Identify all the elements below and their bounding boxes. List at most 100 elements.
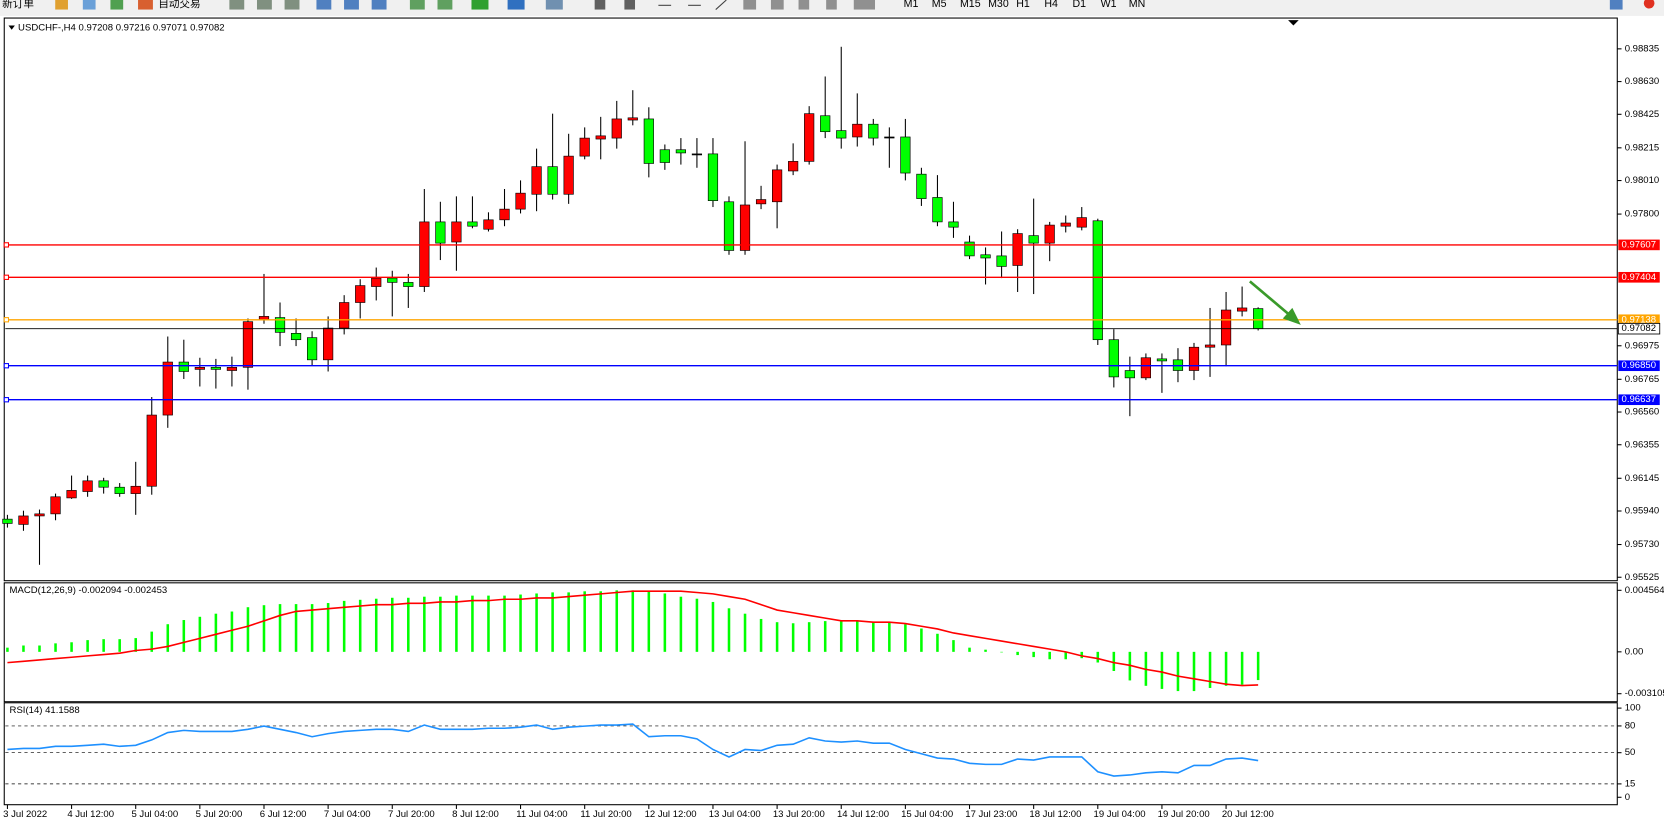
macd-bar [872, 622, 875, 652]
candle-body [18, 515, 29, 525]
x-tick-label: 13 Jul 04:00 [709, 809, 761, 820]
candle-body [1253, 308, 1264, 330]
level-label: 0.97404 [1622, 272, 1657, 283]
macd-bar [342, 600, 346, 652]
macd-bar [952, 640, 955, 652]
timeframe-button[interactable]: M30 [988, 0, 1009, 10]
macd-bar [551, 592, 554, 652]
timeframe-button[interactable]: M5 [932, 0, 947, 10]
icon[interactable] [256, 0, 272, 10]
candle-body [1237, 307, 1248, 312]
macd-bar [423, 596, 426, 652]
timeframe-button[interactable]: H4 [1044, 0, 1058, 10]
candle-body [804, 113, 815, 162]
alert-icon[interactable] [1643, 0, 1655, 9]
icon[interactable] [624, 0, 636, 10]
y-tick-label: 0.96765 [1625, 374, 1660, 385]
timeframe-button[interactable]: H1 [1016, 0, 1030, 10]
candle-body [563, 155, 574, 195]
chart-shift-marker[interactable] [1288, 20, 1299, 26]
icon[interactable] [110, 0, 124, 10]
icon[interactable] [229, 0, 245, 10]
macd-title: MACD(12,26,9) [10, 585, 76, 596]
candle-body [1156, 358, 1168, 362]
macd-bar [198, 616, 202, 652]
icon[interactable] [594, 0, 606, 10]
candle-body [627, 117, 638, 121]
macd-bar [214, 613, 218, 652]
icon[interactable] [545, 0, 563, 10]
macd-bar [1192, 651, 1196, 692]
candle-body [515, 192, 526, 210]
y-tick-label: 80 [1625, 720, 1636, 731]
candle-body [900, 136, 911, 174]
icon[interactable] [853, 0, 876, 10]
candle-body [1092, 220, 1103, 341]
macd-bar [166, 624, 170, 652]
candle-body [1012, 233, 1023, 266]
icon[interactable] [371, 0, 387, 10]
candle-body [226, 367, 238, 371]
y-tick-label: 0.98010 [1625, 175, 1660, 186]
candle-body [595, 135, 606, 140]
annotation-arrowhead[interactable] [1282, 307, 1301, 325]
icon[interactable] [82, 0, 96, 10]
timeframe-button[interactable]: W1 [1101, 0, 1117, 10]
last-high: 0.97216 [116, 22, 151, 33]
timeframe-bar: M1 M5 M15 M30 H1 H4 D1 W1 MN [904, 0, 1146, 10]
timeframe-button[interactable]: M15 [960, 0, 981, 10]
icon[interactable] [284, 0, 300, 10]
candle-body [210, 367, 221, 370]
macd-bar [358, 599, 362, 652]
icon[interactable] [743, 0, 757, 10]
candle-body [50, 496, 61, 515]
icon[interactable] [826, 0, 837, 10]
x-tick-label: 12 Jul 12:00 [645, 809, 697, 820]
candle-body [755, 199, 767, 205]
macd-bar [615, 590, 619, 652]
candle-body [387, 277, 398, 283]
macd-bar [262, 605, 266, 652]
icon[interactable] [409, 0, 425, 10]
icon[interactable] [770, 0, 784, 10]
auto-trading-button[interactable]: 自动交易 [158, 0, 200, 10]
timeframe-button[interactable]: MN [1129, 0, 1146, 10]
macd-bar [390, 597, 394, 652]
candle-body [1044, 224, 1055, 244]
timeframe-button[interactable]: D1 [1073, 0, 1087, 10]
icon[interactable] [471, 0, 489, 10]
macd-bar [775, 622, 779, 652]
macd-bar [791, 623, 795, 652]
level-handle [3, 274, 10, 280]
candle-body [1188, 346, 1200, 371]
macd-bar [1240, 651, 1244, 685]
level-label: 0.96850 [1622, 360, 1657, 371]
icon[interactable] [715, 0, 727, 10]
candle-body [274, 317, 286, 333]
macd-bar [888, 622, 891, 652]
macd-bar [278, 604, 282, 652]
candle-body [290, 333, 302, 341]
rsi-title: RSI(14) [10, 705, 43, 716]
icon[interactable] [507, 0, 525, 10]
icon[interactable] [798, 0, 810, 10]
annotation-arrow[interactable] [1249, 280, 1293, 318]
candle-body [852, 123, 863, 138]
collapse-marker[interactable] [8, 25, 15, 30]
timeframe-button[interactable]: M1 [904, 0, 919, 10]
macd-bar [1032, 651, 1035, 658]
icon[interactable] [138, 0, 153, 10]
candle-body [34, 513, 45, 517]
icon[interactable] [437, 0, 453, 10]
icon[interactable] [316, 0, 332, 10]
macd-bar [1016, 651, 1019, 656]
candle-body [836, 130, 847, 139]
candle-body [467, 221, 478, 227]
candle-body [579, 137, 590, 157]
new-order-button[interactable]: 新订单 [2, 0, 34, 10]
search-icon[interactable] [1609, 0, 1623, 10]
icon[interactable] [344, 0, 359, 10]
price-header: USDCHF-,H4 0.97208 0.97216 0.97071 0.970… [18, 22, 225, 33]
candle-body [130, 485, 141, 494]
icon[interactable] [55, 0, 68, 10]
